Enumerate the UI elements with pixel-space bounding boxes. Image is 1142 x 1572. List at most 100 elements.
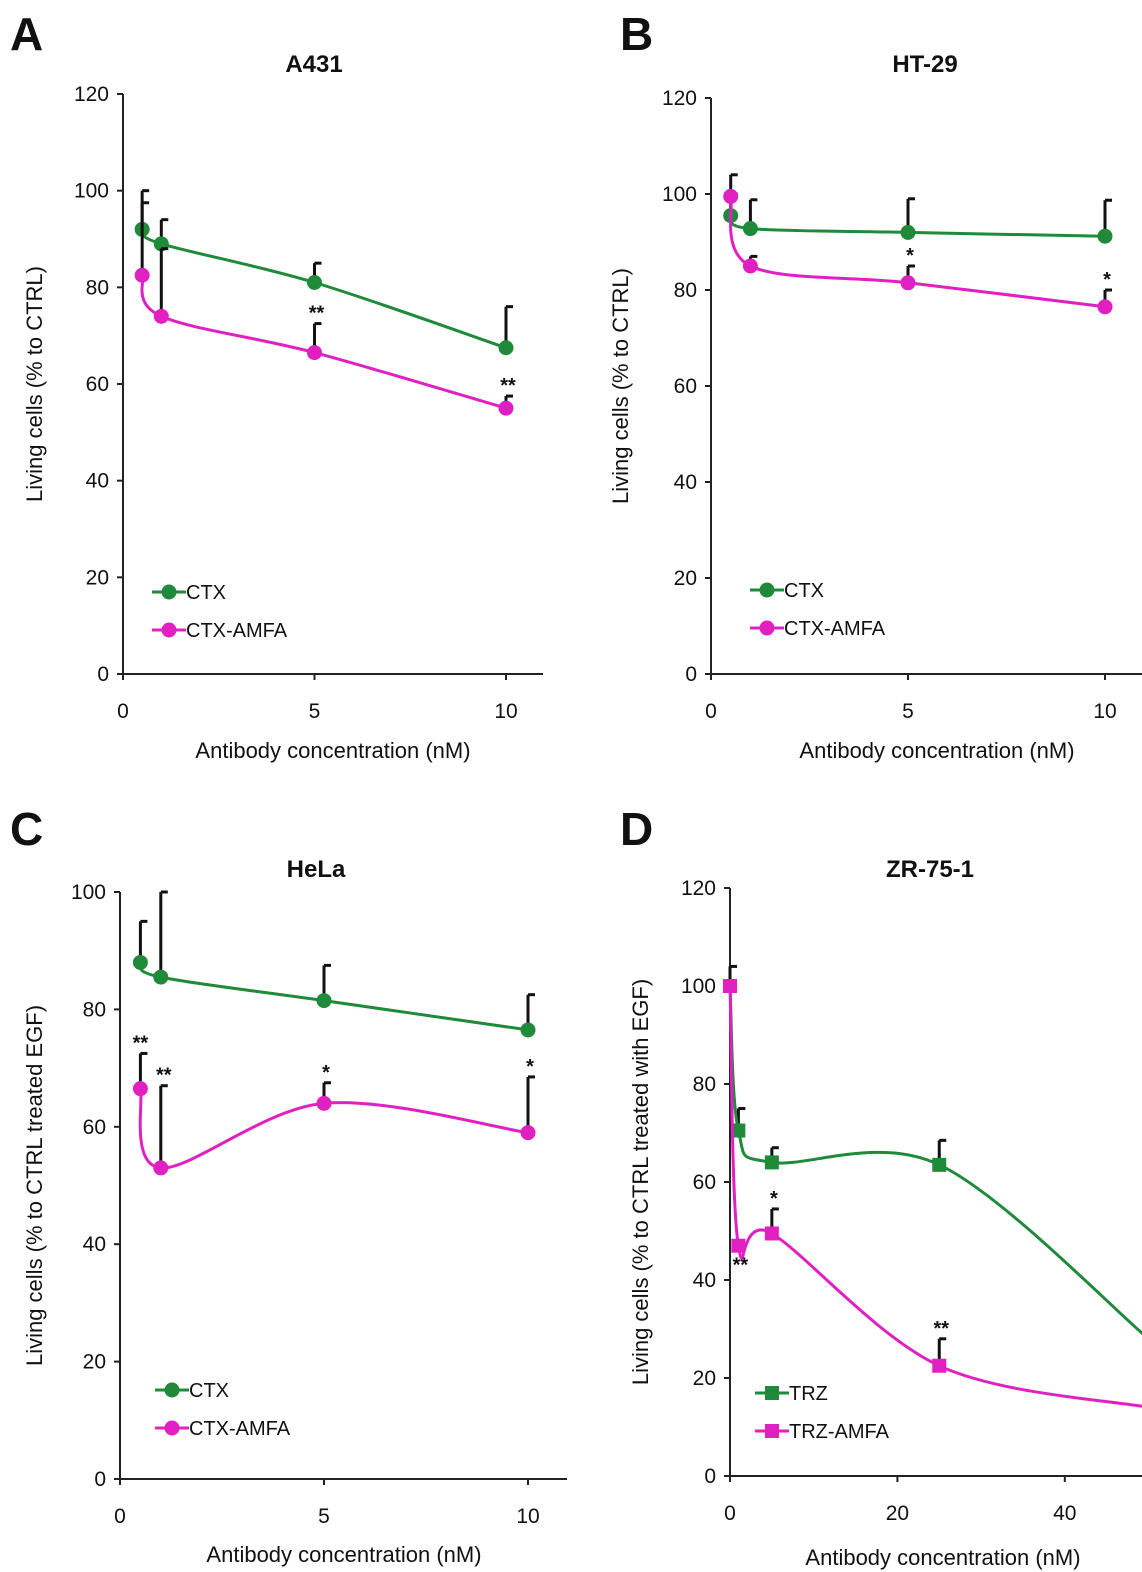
series-ctx-amfa: ** bbox=[723, 173, 1113, 315]
chart-title: A431 bbox=[285, 51, 342, 78]
data-point bbox=[307, 275, 322, 290]
y-axis-label: Living cells (% to CTRL) bbox=[608, 268, 633, 504]
legend-marker bbox=[765, 1386, 779, 1400]
y-axis-label: Living cells (% to CTRL treated EGF) bbox=[22, 1005, 47, 1366]
legend-marker bbox=[164, 1420, 180, 1436]
x-axis-label: Antibody concentration (nM) bbox=[805, 1545, 1080, 1570]
y-tick-label: 40 bbox=[674, 471, 697, 494]
data-point bbox=[307, 345, 322, 361]
legend-marker bbox=[164, 1382, 180, 1398]
y-tick-label: 80 bbox=[693, 1073, 716, 1096]
data-point bbox=[932, 1358, 947, 1373]
data-point bbox=[1097, 228, 1113, 244]
significance-label: ** bbox=[500, 375, 516, 397]
data-point bbox=[723, 979, 737, 993]
series-ctx bbox=[723, 192, 1113, 244]
chart-panel-b: B HT-29 0 20 40 60 80 100 120 0 5 10 Antibody concen… bbox=[608, 8, 1142, 763]
series-ctx-amfa: **** * * bbox=[132, 1032, 536, 1176]
legend-marker bbox=[759, 620, 775, 636]
series-ctx bbox=[134, 189, 514, 356]
data-point bbox=[132, 954, 148, 970]
significance-label: ** bbox=[133, 1032, 149, 1054]
data-point bbox=[316, 993, 332, 1009]
x-tick-label: 20 bbox=[886, 1502, 909, 1525]
data-point bbox=[731, 1123, 746, 1138]
legend-label: CTX bbox=[784, 580, 824, 602]
x-tick-label: 10 bbox=[516, 1505, 539, 1528]
series-ctx-amfa: ** ** bbox=[134, 201, 516, 416]
significance-label: * bbox=[770, 1188, 778, 1210]
y-tick-label: 80 bbox=[83, 998, 106, 1021]
x-tick-label: 0 bbox=[705, 700, 717, 723]
data-point bbox=[742, 258, 758, 274]
legend-label: CTX-AMFA bbox=[784, 618, 886, 640]
y-tick-label: 60 bbox=[693, 1171, 716, 1194]
legend-item: CTX bbox=[155, 1380, 229, 1402]
panel-letter: D bbox=[620, 803, 653, 855]
legend-item: CTX bbox=[152, 582, 226, 604]
panel-letter: A bbox=[10, 8, 43, 60]
legend-marker bbox=[161, 622, 177, 638]
y-tick-label: 80 bbox=[86, 276, 109, 299]
y-tick-label: 120 bbox=[74, 83, 109, 106]
data-point bbox=[132, 1081, 148, 1097]
significance-label: * bbox=[906, 245, 914, 267]
significance-label: * bbox=[526, 1056, 534, 1078]
data-point bbox=[153, 1160, 169, 1176]
legend-item: CTX-AMFA bbox=[155, 1418, 291, 1440]
x-tick-label: 5 bbox=[902, 700, 914, 723]
series-line bbox=[138, 1088, 529, 1170]
data-point bbox=[900, 275, 916, 291]
data-point bbox=[498, 400, 514, 416]
legend-label: CTX bbox=[186, 582, 226, 604]
series-trz-amfa: ***** bbox=[723, 979, 1142, 1408]
x-axis-label: Antibody concentration (nM) bbox=[195, 738, 470, 763]
y-tick-label: 20 bbox=[693, 1367, 716, 1390]
chart-panel-a: A A431 0 20 40 60 80 100 120 0 5 10 Antibody concent… bbox=[10, 8, 543, 763]
chart-title: HeLa bbox=[287, 856, 346, 883]
y-tick-label: 40 bbox=[83, 1233, 106, 1256]
y-tick-label: 100 bbox=[662, 183, 697, 206]
significance-label: * bbox=[322, 1062, 330, 1084]
x-tick-label: 0 bbox=[117, 700, 129, 723]
data-point bbox=[764, 1155, 779, 1170]
data-point bbox=[900, 224, 916, 240]
data-point bbox=[1097, 299, 1113, 315]
legend-label: CTX-AMFA bbox=[186, 620, 288, 642]
significance-label: ** bbox=[309, 303, 325, 325]
legend-marker bbox=[759, 582, 775, 598]
legend-item: TRZ-AMFA bbox=[755, 1421, 890, 1443]
x-axis-label: Antibody concentration (nM) bbox=[206, 1542, 481, 1567]
y-tick-label: 20 bbox=[86, 566, 109, 589]
legend-label: CTX-AMFA bbox=[189, 1418, 291, 1440]
y-axis-label: Living cells (% to CTRL treated with EGF… bbox=[628, 979, 653, 1385]
series-line bbox=[729, 195, 1106, 309]
series-line bbox=[728, 985, 1142, 1408]
x-tick-label: 5 bbox=[309, 700, 321, 723]
data-point bbox=[723, 188, 739, 204]
y-tick-label: 60 bbox=[86, 373, 109, 396]
y-tick-label: 0 bbox=[704, 1465, 716, 1488]
legend-label: CTX bbox=[189, 1380, 229, 1402]
chart-panel-d: D ZR-75-1 0 20 40 60 80 100 120 0 20 40 Antibody con… bbox=[620, 803, 1142, 1570]
series-line bbox=[140, 228, 507, 350]
chart-title: HT-29 bbox=[892, 51, 957, 78]
data-point bbox=[742, 221, 758, 237]
y-tick-label: 0 bbox=[97, 663, 109, 686]
data-point bbox=[520, 1125, 536, 1141]
panel-letter: B bbox=[620, 8, 653, 60]
data-point bbox=[764, 1226, 779, 1241]
y-tick-label: 60 bbox=[674, 375, 697, 398]
data-point bbox=[316, 1095, 332, 1111]
x-tick-label: 0 bbox=[724, 1502, 736, 1525]
significance-label: ** bbox=[156, 1065, 172, 1087]
x-tick-label: 10 bbox=[1093, 700, 1116, 723]
y-tick-label: 0 bbox=[94, 1468, 106, 1491]
y-tick-label: 40 bbox=[693, 1269, 716, 1292]
y-tick-label: 40 bbox=[86, 470, 109, 493]
x-axis-label: Antibody concentration (nM) bbox=[799, 738, 1074, 763]
data-point bbox=[134, 267, 150, 283]
y-tick-label: 80 bbox=[674, 279, 697, 302]
data-point bbox=[498, 340, 514, 356]
